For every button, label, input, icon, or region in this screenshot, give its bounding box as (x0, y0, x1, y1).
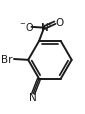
Text: N: N (29, 92, 37, 102)
Text: O: O (55, 18, 64, 28)
Text: $^{-}$O: $^{-}$O (19, 21, 35, 33)
Text: Br: Br (1, 54, 13, 64)
Text: N: N (41, 23, 48, 33)
Text: $^{+}$: $^{+}$ (46, 21, 52, 30)
